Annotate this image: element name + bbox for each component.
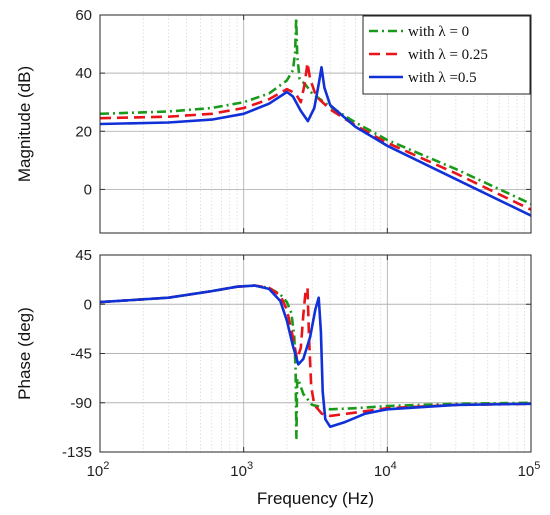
axes-frame — [99, 254, 532, 453]
series-group — [100, 16, 531, 217]
y-tick-label: 45 — [75, 247, 92, 264]
y-tick-label: -90 — [70, 395, 92, 412]
x-axis-label: Frequency (Hz) — [257, 489, 374, 508]
x-tick-exponent: 5 — [534, 460, 540, 472]
y-tick-label: 40 — [75, 65, 92, 82]
series-line-2 — [100, 61, 531, 211]
y-tick-label: 0 — [84, 296, 92, 313]
legend-label-2: with λ = 0.25 — [408, 47, 488, 63]
x-tick-base: 10 — [230, 463, 247, 480]
y-tick-label: -45 — [70, 346, 92, 363]
x-tick-label: 103 — [230, 460, 253, 480]
legend-label-1: with λ = 0 — [408, 24, 469, 40]
x-tick-base: 10 — [374, 463, 391, 480]
x-tick-label: 104 — [374, 460, 397, 480]
x-tick-exponent: 4 — [391, 460, 397, 472]
legend: with λ = 0 with λ = 0.25 with λ =0.5 — [362, 15, 531, 95]
x-tick-base: 10 — [87, 463, 104, 480]
x-tick-exponent: 2 — [103, 460, 109, 472]
x-tick-label: 102 — [87, 460, 110, 480]
series-group — [100, 284, 531, 440]
x-tick-label: 105 — [518, 460, 541, 480]
y-tick-label: -135 — [62, 444, 92, 461]
series-line-2 — [100, 284, 531, 418]
x-tick-exponent: 3 — [247, 460, 253, 472]
y-axis-label: Magnitude (dB) — [15, 66, 34, 182]
series-line-3 — [100, 66, 531, 217]
y-tick-label: 20 — [75, 123, 92, 140]
series-line-1 — [100, 16, 531, 206]
y-axis-label: Phase (deg) — [15, 307, 34, 400]
y-tick-label: 60 — [75, 7, 92, 24]
legend-label-3: with λ =0.5 — [408, 70, 477, 86]
series-line-3 — [100, 284, 531, 429]
y-tick-label: 0 — [84, 181, 92, 198]
axes-frame — [99, 14, 532, 234]
x-tick-base: 10 — [518, 463, 535, 480]
